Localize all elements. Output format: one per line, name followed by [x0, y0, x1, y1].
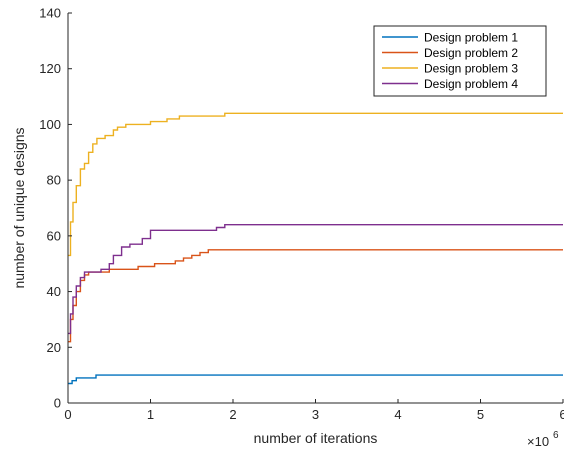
legend-label-3: Design problem 3 — [424, 62, 518, 76]
x-axis-label: number of iterations — [254, 430, 378, 446]
y-tick-label: 140 — [39, 6, 61, 21]
y-tick-label: 0 — [54, 396, 61, 411]
legend-label-4: Design problem 4 — [424, 77, 518, 91]
x-tick-label: 6 — [559, 407, 564, 422]
y-tick-label: 60 — [47, 228, 61, 243]
x-exponent-power: 6 — [553, 430, 559, 441]
x-tick-label: 3 — [312, 407, 319, 422]
y-tick-label: 120 — [39, 61, 61, 76]
x-tick-label: 5 — [477, 407, 484, 422]
legend-label-2: Design problem 2 — [424, 46, 518, 60]
series-lines — [68, 112, 563, 385]
x-tick-label: 4 — [394, 407, 401, 422]
x-tick-label: 2 — [229, 407, 236, 422]
y-tick-label: 80 — [47, 173, 61, 188]
series-line-4 — [68, 224, 563, 335]
y-tick-label: 20 — [47, 340, 61, 355]
x-exponent-base: ×10 — [527, 434, 549, 449]
series-line-2 — [68, 249, 563, 343]
y-tick-label: 100 — [39, 117, 61, 132]
x-tick-label: 0 — [64, 407, 71, 422]
y-tick-label: 40 — [47, 284, 61, 299]
x-tick-label: 1 — [147, 407, 154, 422]
y-axis-label: number of unique designs — [11, 127, 27, 288]
legend-label-1: Design problem 1 — [424, 31, 518, 45]
x-axis-exponent: ×10 6 — [527, 430, 559, 449]
series-line-1 — [68, 374, 563, 385]
series-line-3 — [68, 112, 563, 257]
